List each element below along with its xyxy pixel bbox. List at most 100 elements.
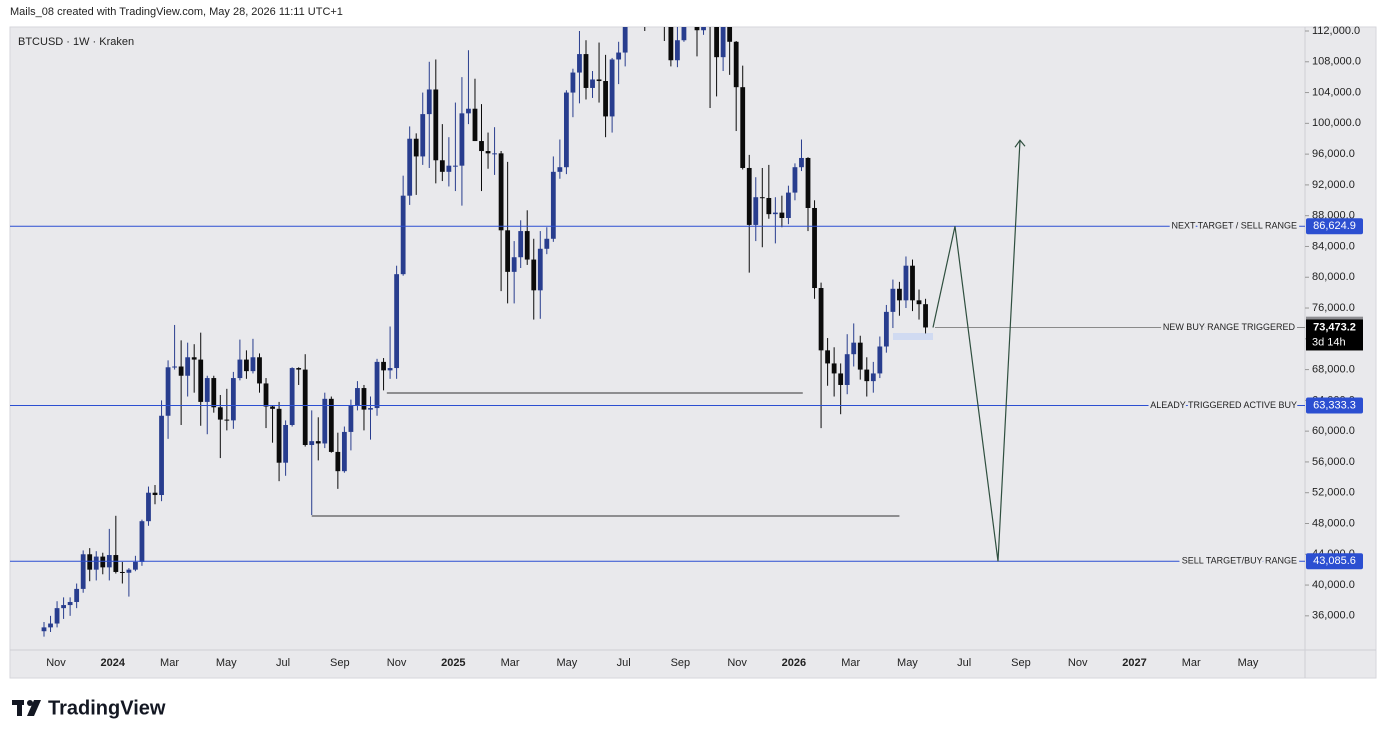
candle-body: [537, 248, 543, 291]
candle-body: [688, 3, 693, 6]
candle-body: [211, 378, 217, 408]
candle-body: [381, 361, 386, 371]
candle-body: [178, 366, 184, 376]
x-tick-label: 2025: [441, 657, 465, 669]
x-tick-label: Mar: [1182, 657, 1201, 669]
candle-body: [590, 79, 595, 88]
x-tick-label: 2024: [101, 657, 126, 669]
x-tick-label: May: [1238, 657, 1259, 669]
candle-body: [289, 368, 295, 425]
candle-body: [805, 157, 811, 208]
candle-body: [426, 89, 432, 115]
candle-body: [302, 369, 308, 446]
x-tick-label: Nov: [727, 657, 747, 669]
candle-body: [48, 623, 53, 628]
candle-body: [851, 342, 857, 355]
x-tick-label: Nov: [46, 657, 66, 669]
candle-body: [374, 361, 380, 409]
candle-body: [61, 605, 66, 609]
level-price-box: [1306, 397, 1363, 414]
candle-body: [466, 108, 471, 114]
y-tick-label: 36,000.0: [1312, 610, 1355, 622]
candle-body: [394, 274, 400, 369]
candle-body: [616, 52, 622, 60]
y-tick-label: 48,000.0: [1312, 517, 1355, 529]
candle-body: [119, 571, 125, 573]
level-name: SELL TARGET/BUY RANGE: [1182, 556, 1297, 566]
candle-body: [400, 195, 406, 275]
candle-body: [93, 556, 99, 570]
candle-body: [446, 165, 452, 172]
candle-body: [642, 0, 647, 14]
candle-body: [230, 378, 236, 421]
candle-body: [472, 108, 478, 142]
symbol-title: BTCUSD · 1W · Kraken: [18, 36, 134, 48]
candle-body: [54, 608, 60, 624]
candle-body: [727, 27, 733, 42]
x-tick-label: Jul: [617, 657, 631, 669]
candle-body: [152, 492, 158, 496]
candle-body: [708, 0, 713, 7]
candle-body: [649, 0, 654, 14]
candle-body: [263, 383, 269, 407]
x-tick-label: Sep: [671, 657, 691, 669]
y-tick-label: 96,000.0: [1312, 148, 1355, 160]
candle-body: [185, 357, 191, 376]
y-tick-label: 92,000.0: [1312, 179, 1355, 191]
candle-body: [897, 288, 902, 301]
candle-body: [779, 212, 785, 218]
candle-body: [577, 54, 582, 73]
candle-body: [668, 27, 674, 61]
y-tick-label: 80,000.0: [1312, 271, 1355, 283]
candle-body: [172, 366, 177, 368]
buy-zone: [893, 333, 933, 340]
chart-panel: [9, 26, 1377, 679]
candle-body: [720, 27, 726, 58]
candle-body: [387, 368, 393, 371]
candle-body: [675, 40, 680, 61]
candle-body: [772, 212, 778, 215]
candle-body: [159, 415, 164, 496]
candle-body: [714, 27, 719, 58]
candle-body: [812, 207, 817, 289]
candle-body: [407, 138, 413, 196]
candle-body: [348, 404, 354, 432]
candle-body: [67, 601, 73, 606]
candle-body: [746, 167, 752, 225]
level-price-box: [1306, 218, 1363, 235]
x-tick-label: Mar: [501, 657, 520, 669]
candle-body: [420, 114, 426, 157]
candle-body: [244, 359, 249, 372]
y-tick-label: 56,000.0: [1312, 456, 1355, 468]
candle-body: [799, 157, 804, 168]
candle-body: [583, 54, 589, 88]
candle-body: [518, 231, 524, 258]
candle-body: [740, 87, 746, 168]
candle-body: [759, 197, 765, 199]
candle-body: [224, 419, 230, 421]
y-tick-label: 68,000.0: [1312, 363, 1355, 375]
candle-body: [80, 554, 86, 589]
candle-body: [452, 165, 458, 167]
level-name: NEXT TARGET / SELL RANGE: [1171, 221, 1297, 231]
last-price: 73,473.2: [1313, 321, 1356, 333]
candle-body: [505, 230, 511, 272]
candle-body: [139, 521, 145, 562]
candle-body: [903, 265, 909, 301]
candle-body: [113, 555, 119, 572]
candle-body: [564, 92, 569, 168]
candle-body: [146, 492, 151, 522]
credit: Mails_08 created with TradingView.com, M…: [10, 6, 343, 18]
candle-body: [257, 357, 262, 384]
candle-body: [498, 153, 504, 231]
candle-body: [217, 407, 223, 420]
y-tick-label: 60,000.0: [1312, 425, 1355, 437]
level-name: ALEADY TRIGGERED ACTIVE BUY: [1150, 400, 1297, 410]
candle-body: [622, 27, 628, 53]
x-tick-label: May: [216, 657, 237, 669]
candle-body: [864, 369, 870, 382]
candle-body: [557, 167, 563, 172]
x-tick-label: Sep: [1011, 657, 1031, 669]
candle-body: [41, 627, 47, 632]
